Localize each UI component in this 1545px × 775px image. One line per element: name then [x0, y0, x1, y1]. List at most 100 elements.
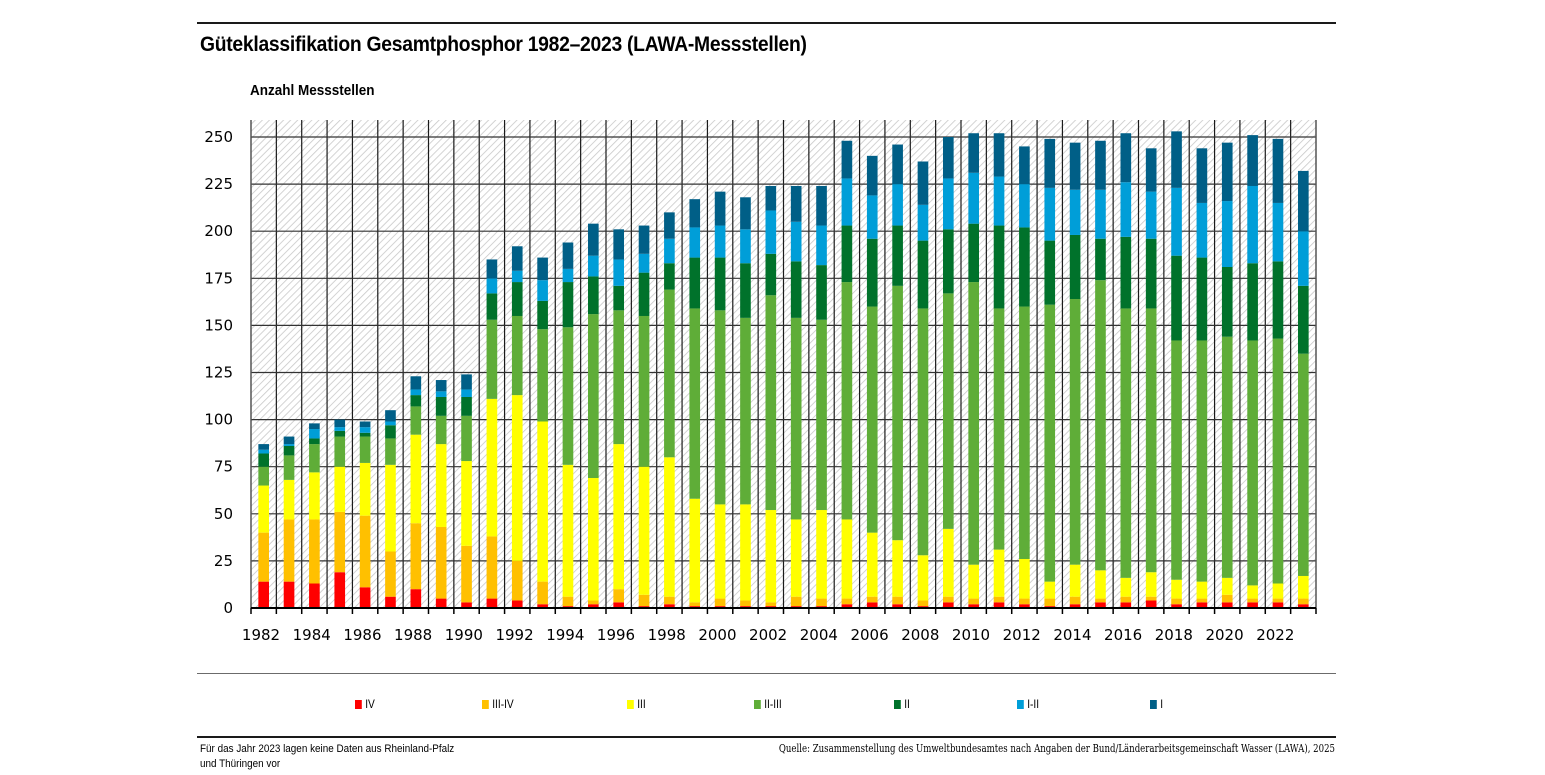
x-tick-label: 2002 [749, 626, 787, 644]
y-tick-label: 175 [204, 269, 233, 287]
bar-segment-ii-iii-2018 [1171, 340, 1182, 580]
bar-segment-iii-iv-1987 [385, 551, 396, 597]
bar-segment-i-2002 [765, 185, 777, 211]
bar-segment-iii-2002 [765, 510, 777, 603]
bar-segment-ii-iii-1986 [359, 436, 371, 463]
source-note: Quelle: Zusammenstellung des Umweltbunde… [778, 742, 1335, 755]
bar-segment-i-ii-2014 [1069, 189, 1081, 235]
bar-segment-ii-iii-2008 [917, 308, 929, 556]
bar-segment-i-2005 [841, 140, 853, 179]
bar-segment-iii-iv-2015 [1095, 598, 1106, 603]
gridlines [251, 120, 1316, 608]
bar-stack-1984 [309, 423, 320, 608]
bar-segment-i-ii-2010 [968, 172, 980, 224]
bar-segment-iii-1995 [587, 478, 599, 601]
bar-segment-i-2014 [1069, 142, 1081, 190]
bar-stack-1988 [410, 376, 422, 608]
bar-segment-i-ii-1995 [587, 255, 599, 277]
bar-segment-iii-2003 [790, 519, 802, 597]
bar-segment-iii-iv-2014 [1069, 596, 1081, 605]
bar-stack-2015 [1095, 140, 1106, 608]
bar-segment-ii-iii-1998 [664, 289, 675, 458]
bar-stack-2021 [1247, 135, 1258, 608]
footnote-line-1: Für das Jahr 2023 lagen keine Daten aus … [200, 743, 455, 755]
bar-segment-i-2013 [1044, 138, 1056, 188]
bar-segment-iii-1987 [385, 464, 396, 552]
bar-segment-ii-iii-1988 [410, 406, 422, 435]
bar-segment-iii-iv-2012 [1019, 598, 1030, 605]
bar-segment-iii-iv-2008 [917, 600, 929, 607]
x-tick-label: 2010 [952, 626, 990, 644]
bar-segment-i-ii-2008 [917, 204, 929, 241]
bar-segment-ii-iii-1997 [638, 315, 650, 467]
bar-segment-i-ii-2012 [1019, 184, 1030, 228]
x-tick-label: 2020 [1205, 626, 1243, 644]
legend-label: IV [365, 697, 375, 711]
bar-segment-ii-iii-2009 [942, 293, 954, 529]
legend-item-iv: IV [355, 697, 375, 711]
bar-segment-i-2009 [942, 137, 954, 179]
x-tick-label: 2008 [901, 626, 939, 644]
bar-segment-ii-2021 [1247, 263, 1258, 341]
legend-label: I-II [1027, 697, 1040, 711]
bar-segment-i-1983 [283, 436, 295, 445]
x-tick-label: 2018 [1155, 626, 1193, 644]
bar-segment-iii-iv-1996 [613, 589, 625, 603]
legend: IV III-IV III II-III II I-II I [0, 697, 1545, 713]
bar-segment-i-ii-1993 [537, 280, 548, 301]
bar-segment-ii-iii-2010 [968, 282, 980, 565]
bar-segment-i-2016 [1120, 133, 1132, 183]
bar-stack-2020 [1221, 142, 1233, 608]
bar-segment-ii-iii-2013 [1044, 304, 1056, 582]
bar-segment-ii-2019 [1196, 257, 1208, 341]
x-tick-label: 1982 [242, 626, 280, 644]
legend-item-i-ii: I-II [1017, 697, 1039, 711]
bar-segment-ii-2004 [816, 265, 827, 320]
bars [258, 131, 1309, 608]
bar-stack-2022 [1272, 138, 1284, 608]
bar-segment-iii-iv-1997 [638, 594, 650, 607]
bar-stack-2010 [968, 133, 980, 608]
bar-stack-2023 [1297, 170, 1309, 608]
bar-stack-2016 [1120, 133, 1132, 608]
bar-segment-iii-iv-2005 [841, 598, 853, 605]
bar-segment-ii-iii-2007 [892, 285, 903, 541]
bar-segment-ii-2022 [1272, 261, 1284, 339]
bar-segment-i-1995 [587, 223, 599, 256]
bar-segment-iii-1994 [562, 464, 574, 597]
bar-stack-2006 [866, 155, 878, 608]
bar-stack-1983 [283, 436, 295, 608]
bar-segment-iv-2015 [1095, 602, 1106, 608]
bar-segment-ii-2000 [714, 257, 726, 311]
bar-segment-i-ii-1992 [511, 270, 523, 283]
bar-stack-2018 [1171, 131, 1182, 608]
bar-segment-iii-iv-2004 [816, 598, 827, 607]
bar-segment-ii-1985 [334, 430, 346, 437]
bar-segment-iv-1998 [664, 604, 675, 608]
bar-segment-ii-2005 [841, 225, 853, 283]
bar-stack-2003 [790, 185, 802, 608]
x-tick-label: 1998 [648, 626, 686, 644]
bar-segment-i-1991 [486, 259, 498, 279]
bar-segment-iii-iv-1991 [486, 536, 498, 599]
bar-segment-iii-2010 [968, 564, 980, 599]
bar-segment-ii-1988 [410, 395, 422, 407]
bar-segment-i-2003 [790, 185, 802, 222]
bar-stack-1995 [587, 223, 599, 608]
bar-stack-1989 [435, 380, 447, 608]
bar-segment-iii-1993 [537, 421, 548, 582]
bar-segment-i-1988 [410, 376, 422, 390]
bar-segment-ii-1994 [562, 282, 574, 328]
bar-stack-2008 [917, 161, 929, 608]
bar-segment-i-ii-1983 [283, 444, 295, 446]
bar-segment-i-ii-2021 [1247, 185, 1258, 264]
bar-segment-iii-1999 [689, 498, 701, 603]
bar-segment-ii-iii-2023 [1297, 353, 1309, 576]
bar-segment-ii-1989 [435, 396, 447, 416]
bar-segment-iii-iv-1992 [511, 560, 523, 601]
x-tick-label: 2022 [1256, 626, 1294, 644]
x-tick-label: 2014 [1053, 626, 1091, 644]
bar-segment-i-ii-2016 [1120, 182, 1132, 237]
bar-segment-i-2015 [1095, 140, 1106, 190]
y-tick-label: 250 [204, 128, 233, 146]
